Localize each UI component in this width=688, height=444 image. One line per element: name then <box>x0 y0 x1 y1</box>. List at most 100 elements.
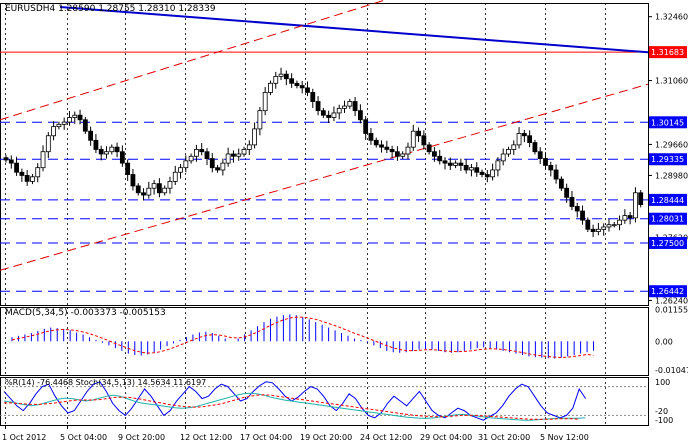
candle-body <box>373 139 379 146</box>
price-tick-label: 1.31060 <box>655 77 688 86</box>
candle-body <box>558 178 564 189</box>
price-level-tag <box>649 193 687 206</box>
candle-body <box>178 167 183 173</box>
candle-body <box>51 126 57 137</box>
channel-upper-line <box>0 0 387 121</box>
candle-body <box>14 162 19 173</box>
candle-body <box>400 153 406 157</box>
oscillator-panel[interactable]: 100 -100-20 <box>0 377 673 426</box>
downtrend-line <box>59 6 649 54</box>
candle-body <box>268 82 273 93</box>
candle-body <box>199 149 205 153</box>
candle-body <box>500 153 506 162</box>
candle-body <box>352 101 358 112</box>
candle-body <box>273 76 279 84</box>
candle-body <box>585 219 591 230</box>
time-tick-label: 5 Oct 04:00 <box>60 433 107 442</box>
candle-body <box>437 155 443 162</box>
candle-body <box>246 144 252 150</box>
price-level-label: 1.31683 <box>651 48 684 57</box>
candle-body <box>305 87 310 93</box>
candle-body <box>426 144 432 153</box>
candle-body <box>45 135 51 153</box>
time-tick-label: 5 Nov 12:00 <box>540 433 589 442</box>
candle-body <box>56 123 62 128</box>
price-level-label: 1.30145 <box>651 118 684 127</box>
price-panel-frame <box>0 3 649 306</box>
macd-signal-line <box>11 316 594 359</box>
candle-body <box>511 144 517 150</box>
price-panel[interactable]: 1.324601.310601.296601.289801.276201.262… <box>0 0 688 306</box>
candle-body <box>595 228 601 232</box>
candle-body <box>172 171 178 182</box>
candle-body <box>167 180 173 189</box>
macd-panel[interactable]: 0.01155 0.00 -0.01047 <box>0 306 688 376</box>
candle-body <box>135 185 141 194</box>
candle-body <box>299 85 305 89</box>
candle-body <box>611 224 617 227</box>
candle-body <box>109 146 115 153</box>
candle-body <box>633 192 638 219</box>
candle-body <box>548 165 554 171</box>
candle-body <box>432 151 437 157</box>
candle-body <box>516 133 522 146</box>
candle-body <box>98 149 104 155</box>
candle-body <box>194 149 199 157</box>
candle-body <box>278 73 284 77</box>
oscillator-tick-label: 100 <box>655 378 670 387</box>
candle-body <box>469 167 474 171</box>
candle-body <box>564 187 570 198</box>
candle-body <box>474 167 480 173</box>
price-level-label: 1.28444 <box>651 196 684 205</box>
candle-body <box>3 157 9 161</box>
price-level-label: 1.26442 <box>651 287 684 296</box>
candle-body <box>310 92 316 102</box>
oscillator-panel-title: %R(14) -76.4468 Stoch(34,5,13) 14.5634 1… <box>5 378 206 387</box>
candle-body <box>220 162 226 171</box>
candle-body <box>506 149 511 155</box>
time-tick-label: 29 Oct 04:00 <box>420 433 472 442</box>
oscillator-tick-label: -20 <box>655 407 668 416</box>
candle-body <box>156 183 162 194</box>
candle-body <box>231 153 236 157</box>
price-level-tag <box>649 236 687 249</box>
candle-body <box>88 130 94 141</box>
oscillator-tick-label: -100 <box>655 416 673 425</box>
candle-body <box>521 133 527 137</box>
candle-body <box>453 162 458 166</box>
candle-body <box>590 228 596 232</box>
candle-body <box>77 114 83 121</box>
price-tick-label: 1.29660 <box>655 140 688 149</box>
candle-body <box>24 175 30 182</box>
candle-body <box>151 183 157 189</box>
price-level-tag <box>649 212 687 225</box>
candle-body <box>331 112 337 118</box>
candle-body <box>141 192 146 196</box>
candle-body <box>553 169 559 180</box>
stochastic-signal-line <box>4 394 579 420</box>
candle-body <box>241 149 247 155</box>
candle-body <box>389 149 395 153</box>
candle-body <box>104 151 109 155</box>
candle-body <box>119 151 125 164</box>
candle-body <box>410 130 416 148</box>
candle-body <box>537 151 543 159</box>
candle-body <box>320 110 326 116</box>
candle-body <box>384 146 390 150</box>
candle-body <box>368 133 374 141</box>
candle-body <box>252 128 257 146</box>
candle-body <box>8 159 14 164</box>
candle-body <box>379 144 384 148</box>
time-tick-label: 12 Oct 12:00 <box>180 433 232 442</box>
candle-body <box>67 117 72 123</box>
candle-body <box>638 192 644 206</box>
candle-body <box>236 153 242 157</box>
candle-body <box>257 110 263 130</box>
candle-body <box>35 167 41 178</box>
price-tick-label: 1.28980 <box>655 171 688 180</box>
candle-body <box>601 226 607 230</box>
price-panel-title: EURUSDH4 1.28590 1.28755 1.28310 1.28339 <box>5 4 216 14</box>
candle-body <box>183 160 189 169</box>
candle-body <box>363 119 369 134</box>
